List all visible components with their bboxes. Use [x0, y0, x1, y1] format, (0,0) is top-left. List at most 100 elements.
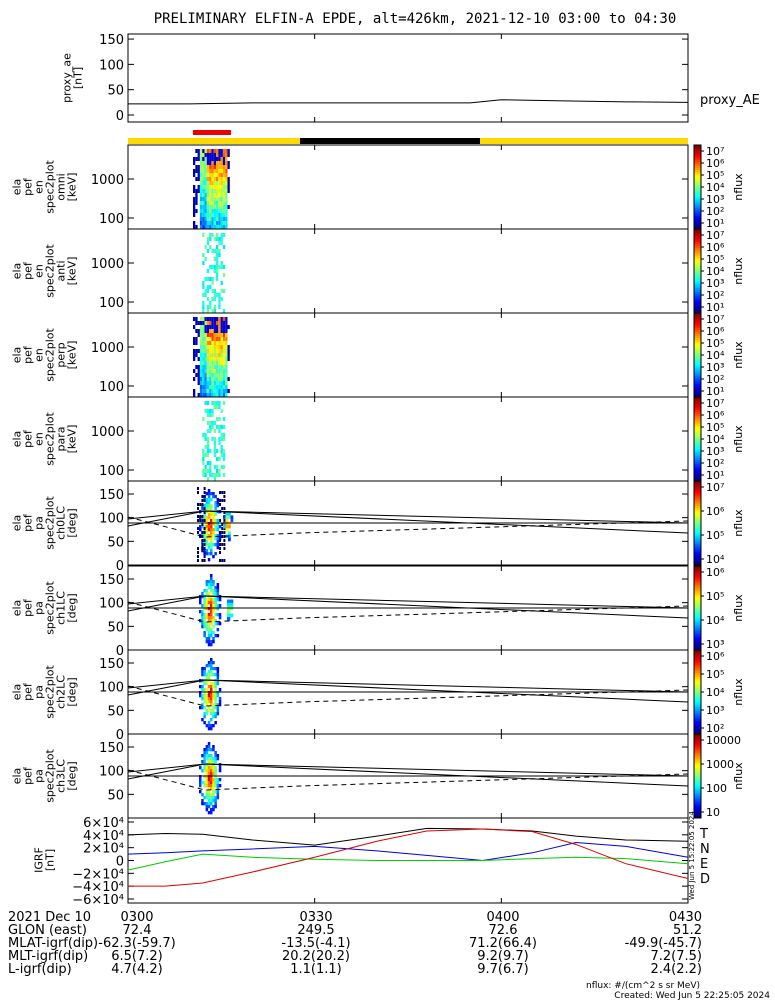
- y-axis-label-line: en: [33, 264, 46, 278]
- spectrogram-cell: [216, 534, 220, 538]
- spectrogram-cell: [205, 616, 209, 620]
- spectrogram-cell: [220, 205, 223, 209]
- spectrogram-cell: [216, 149, 219, 153]
- spectrogram-cell: [201, 703, 204, 707]
- spectrogram-cell: [206, 221, 210, 225]
- colorbar-tick-label: 10⁷: [706, 397, 724, 410]
- status-bar-segment: [300, 138, 480, 144]
- spectrogram-cell: [225, 221, 228, 225]
- colorbar-segment: [694, 418, 701, 421]
- colorbar-segment: [694, 357, 701, 360]
- spectrogram-cell: [216, 225, 219, 229]
- spectrogram-cell: [218, 173, 221, 177]
- spectrogram-cell: [211, 153, 214, 157]
- spectrogram-cell: [213, 381, 216, 385]
- footer-row-value: 72.4: [123, 923, 152, 938]
- colorbar-segment: [694, 237, 701, 240]
- spectrogram-cell: [202, 149, 205, 153]
- spectrogram-cell: [202, 461, 205, 465]
- colorbar-segment: [694, 149, 701, 152]
- spectrogram-cell: [213, 405, 216, 409]
- spectrogram-cell: [199, 365, 203, 369]
- spectrogram-cell: [216, 165, 219, 169]
- spectrogram-cell: [209, 169, 212, 173]
- spectrogram-cell: [213, 217, 216, 221]
- spectrogram-cell: [199, 181, 203, 185]
- colorbar-segment: [694, 279, 701, 282]
- spectrogram-3-y-tick-label: 1000: [91, 425, 124, 440]
- spectrogram-cell: [205, 492, 209, 496]
- colorbar-label: nflux: [732, 173, 745, 201]
- spectrogram-cell: [222, 337, 226, 341]
- spectrogram-cell: [219, 539, 221, 542]
- spectrogram-cell: [220, 149, 223, 153]
- spectrogram-cell: [207, 613, 211, 617]
- colorbar-tick-label: 10⁶: [706, 241, 725, 254]
- spectrogram-cell: [202, 193, 205, 197]
- spectrogram-cell: [193, 161, 196, 165]
- spectrogram-cell: [210, 631, 213, 635]
- footer-row-label: MLT-igrf(dip): [8, 949, 88, 964]
- spectrogram-cell: [212, 769, 215, 773]
- spectrogram-cell: [203, 534, 206, 538]
- spectrogram-cell: [202, 177, 205, 181]
- colorbar-tick-label: 10⁴: [706, 686, 725, 699]
- spectrogram-cell: [216, 361, 219, 365]
- spectrogram-cell: [220, 237, 223, 241]
- spectrogram-cell: [201, 523, 204, 526]
- spectrogram-cell: [202, 305, 205, 309]
- spectrogram-cell: [206, 317, 210, 321]
- colorbar-label-text: nflux: [732, 257, 745, 285]
- proxy-ae-line: [128, 99, 689, 105]
- pitch-angle-3-y-tick-label: 50: [107, 788, 124, 803]
- spectrogram-cell: [212, 673, 215, 677]
- spectrogram-cell: [202, 225, 205, 229]
- spectrogram-cell: [221, 507, 224, 510]
- colorbar-tick-label: 100: [706, 782, 727, 795]
- colorbar-segment: [694, 426, 701, 429]
- spectrogram-cell: [204, 149, 207, 153]
- spectrogram-cell: [212, 805, 215, 809]
- colorbar-segment: [694, 719, 701, 722]
- colorbar-segment: [694, 681, 701, 685]
- spectrogram-cell: [214, 667, 217, 671]
- spectrogram-cell: [205, 531, 209, 535]
- spectrogram-cell: [216, 628, 220, 632]
- colorbar-segment: [694, 584, 701, 588]
- spectrogram-cell: [213, 385, 216, 389]
- spectrogram-cell: [213, 249, 216, 253]
- y-axis-label-line: en: [33, 348, 46, 362]
- spectrogram-cell: [202, 161, 205, 165]
- spectrogram-cell: [201, 616, 204, 620]
- colorbar-segment: [694, 508, 701, 511]
- spectrogram-cell: [201, 706, 204, 710]
- spectrogram-cell: [211, 265, 214, 269]
- spectrogram-cell: [199, 149, 203, 153]
- spectrogram-cell: [213, 193, 216, 197]
- colorbar-segment: [694, 350, 701, 354]
- spectrogram-cell: [206, 249, 210, 253]
- spectrogram-cell: [218, 437, 221, 441]
- colorbar-segment: [694, 593, 701, 596]
- spectrogram-cell: [222, 181, 226, 185]
- pitch-angle-frame-0: [127, 480, 689, 566]
- spectrogram-cell: [222, 353, 226, 357]
- colorbar-label: nflux: [732, 762, 745, 790]
- spectrogram-cell: [205, 712, 209, 716]
- footer-row-value: 249.5: [297, 923, 334, 938]
- spectrogram-cell: [211, 413, 214, 417]
- colorbar-tick-label: 10⁴: [706, 614, 725, 627]
- spectrogram-cell: [204, 185, 207, 189]
- colorbar-segment: [694, 355, 701, 358]
- colorbar-tick-label: 10⁶: [706, 157, 725, 170]
- spectrogram-cell: [199, 766, 202, 770]
- spectrogram-cell: [216, 525, 220, 529]
- spectrogram-cell: [209, 349, 212, 353]
- spectrogram-cell: [213, 221, 216, 225]
- pitch-angle-1-y-tick-label: 100: [99, 597, 124, 612]
- spectrogram-cell: [212, 604, 215, 608]
- spectrogram-cell: [203, 673, 206, 677]
- spectrogram-cell: [210, 549, 213, 553]
- spectrogram-cell: [216, 540, 220, 544]
- spectrogram-cell: [216, 706, 220, 710]
